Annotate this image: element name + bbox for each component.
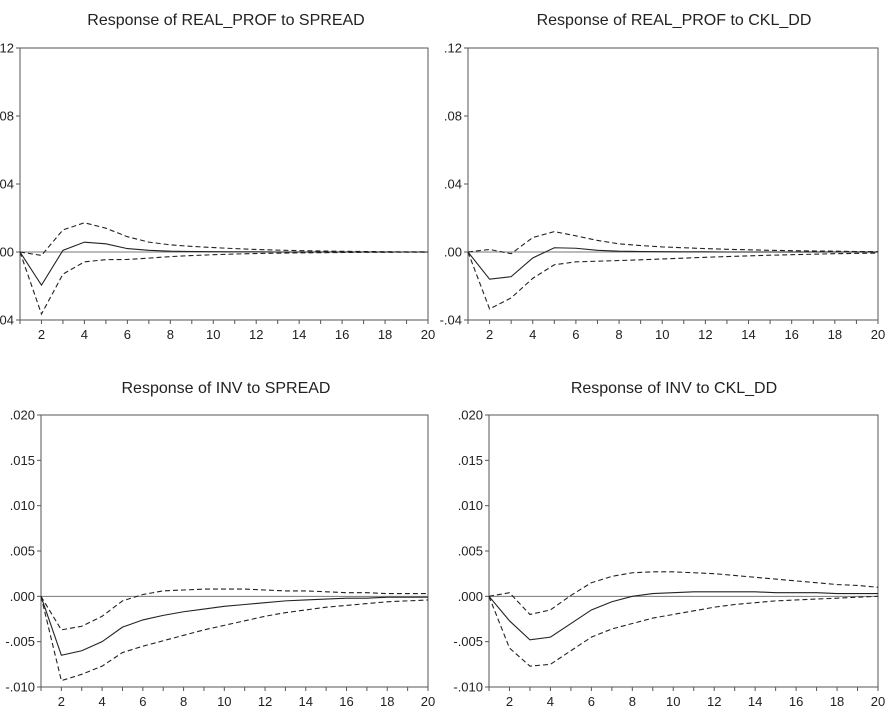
x-tick-label-real-prof-ckl-dd: 14	[741, 327, 755, 342]
y-tick-label-real-prof-ckl-dd: .04	[444, 177, 462, 192]
x-tick-label-real-prof-ckl-dd: 8	[615, 327, 622, 342]
y-tick-label-real-prof-spread: .12	[0, 41, 14, 56]
y-tick-label-inv-spread: .005	[10, 544, 35, 559]
x-tick-label-inv-ckl-dd: 2	[506, 694, 513, 708]
chart-title-inv-spread: Response of INV to SPREAD	[122, 380, 331, 397]
y-tick-label-inv-spread: -.005	[5, 634, 35, 649]
x-tick-label-real-prof-spread: 6	[124, 327, 131, 342]
x-tick-label-inv-spread: 6	[139, 694, 146, 708]
x-tick-label-inv-spread: 14	[299, 694, 313, 708]
y-tick-label-real-prof-ckl-dd: -.04	[440, 313, 462, 328]
y-tick-label-real-prof-spread: -.04	[0, 313, 14, 328]
x-tick-label-real-prof-spread: 14	[292, 327, 306, 342]
y-tick-label-real-prof-spread: .04	[0, 177, 14, 192]
chart-title-real-prof-spread: Response of REAL_PROF to SPREAD	[87, 12, 364, 29]
x-tick-label-inv-ckl-dd: 12	[707, 694, 721, 708]
y-tick-label-real-prof-ckl-dd: .12	[444, 41, 462, 56]
x-tick-label-inv-ckl-dd: 10	[666, 694, 680, 708]
x-tick-label-real-prof-ckl-dd: 20	[871, 327, 885, 342]
x-tick-label-inv-spread: 18	[380, 694, 394, 708]
x-tick-label-inv-spread: 4	[98, 694, 105, 708]
y-tick-label-inv-spread: .015	[10, 453, 35, 468]
x-tick-label-real-prof-ckl-dd: 18	[828, 327, 842, 342]
y-tick-label-inv-ckl-dd: .010	[458, 498, 483, 513]
y-tick-label-inv-ckl-dd: .015	[458, 453, 483, 468]
x-tick-label-real-prof-spread: 8	[167, 327, 174, 342]
x-tick-label-inv-spread: 20	[421, 694, 435, 708]
x-tick-label-real-prof-ckl-dd: 12	[698, 327, 712, 342]
y-tick-label-inv-ckl-dd: .020	[458, 408, 483, 423]
y-tick-label-real-prof-spread: .00	[0, 245, 14, 260]
plot-frame-real-prof-ckl-dd	[467, 47, 879, 321]
chart-title-inv-ckl-dd: Response of INV to CKL_DD	[571, 380, 777, 397]
x-tick-label-inv-ckl-dd: 4	[547, 694, 554, 708]
y-tick-label-real-prof-ckl-dd: .00	[444, 245, 462, 260]
y-tick-label-real-prof-ckl-dd: .08	[444, 109, 462, 124]
x-tick-label-real-prof-ckl-dd: 10	[655, 327, 669, 342]
x-tick-label-real-prof-spread: 18	[378, 327, 392, 342]
y-tick-label-real-prof-spread: .08	[0, 109, 14, 124]
x-tick-label-real-prof-ckl-dd: 4	[529, 327, 536, 342]
x-tick-label-real-prof-spread: 4	[81, 327, 88, 342]
lower-band-line-inv-ckl-dd	[488, 595, 879, 667]
y-tick-label-inv-spread: -.010	[5, 680, 35, 695]
y-tick-label-inv-spread: .000	[10, 589, 35, 604]
lower-band-line-real-prof-ckl-dd	[467, 251, 879, 310]
upper-band-line-real-prof-ckl-dd	[467, 231, 879, 255]
x-tick-label-inv-ckl-dd: 20	[871, 694, 885, 708]
x-tick-label-inv-spread: 12	[258, 694, 272, 708]
plot-frame-real-prof-spread	[19, 47, 429, 321]
x-tick-label-inv-spread: 2	[58, 694, 65, 708]
x-tick-label-real-prof-spread: 10	[206, 327, 220, 342]
plot-frame-inv-ckl-dd	[488, 414, 879, 688]
y-tick-label-inv-ckl-dd: -.010	[453, 680, 483, 695]
y-tick-label-inv-spread: .010	[10, 498, 35, 513]
chart-title-real-prof-ckl-dd: Response of REAL_PROF to CKL_DD	[537, 12, 812, 29]
y-tick-label-inv-ckl-dd: .005	[458, 544, 483, 559]
x-tick-label-real-prof-spread: 12	[249, 327, 263, 342]
upper-band-line-inv-spread	[40, 588, 428, 631]
x-tick-label-real-prof-spread: 16	[335, 327, 349, 342]
response-line-inv-ckl-dd	[488, 591, 878, 641]
x-tick-label-inv-spread: 16	[339, 694, 353, 708]
y-tick-label-inv-ckl-dd: -.005	[453, 634, 483, 649]
lower-band-line-real-prof-spread	[19, 251, 428, 316]
x-tick-label-inv-ckl-dd: 14	[748, 694, 762, 708]
x-tick-label-real-prof-spread: 20	[421, 327, 435, 342]
x-tick-label-inv-ckl-dd: 18	[830, 694, 844, 708]
x-tick-label-inv-ckl-dd: 8	[629, 694, 636, 708]
upper-band-line-inv-ckl-dd	[488, 571, 879, 616]
x-tick-label-real-prof-ckl-dd: 16	[784, 327, 798, 342]
x-tick-label-inv-spread: 8	[180, 694, 187, 708]
response-line-inv-spread	[40, 596, 428, 656]
x-tick-label-inv-ckl-dd: 6	[588, 694, 595, 708]
x-tick-label-real-prof-ckl-dd: 6	[572, 327, 579, 342]
x-tick-label-inv-spread: 10	[217, 694, 231, 708]
response-line-real-prof-ckl-dd	[467, 247, 878, 280]
y-tick-label-inv-spread: .020	[10, 408, 35, 423]
y-tick-label-inv-ckl-dd: .000	[458, 589, 483, 604]
x-tick-label-real-prof-spread: 2	[38, 327, 45, 342]
plot-frame-inv-spread	[40, 414, 429, 688]
x-tick-label-inv-ckl-dd: 16	[789, 694, 803, 708]
lower-band-line-inv-spread	[40, 596, 429, 682]
upper-band-line-real-prof-spread	[19, 222, 428, 256]
x-tick-label-real-prof-ckl-dd: 2	[486, 327, 493, 342]
